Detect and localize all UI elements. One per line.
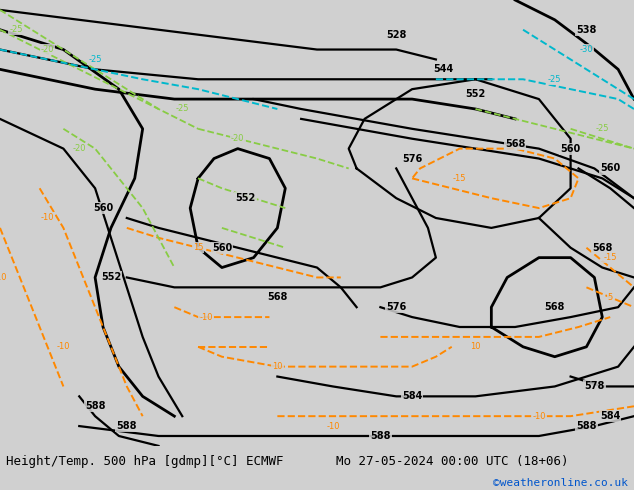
Text: 578: 578: [584, 381, 605, 392]
Text: 588: 588: [117, 421, 137, 431]
Text: 568: 568: [545, 302, 565, 312]
Text: 588: 588: [370, 431, 391, 441]
Text: ©weatheronline.co.uk: ©weatheronline.co.uk: [493, 478, 628, 489]
Text: -15: -15: [604, 253, 617, 262]
Text: 552: 552: [101, 272, 121, 282]
Text: 15: 15: [193, 243, 204, 252]
Text: 560: 560: [600, 164, 620, 173]
Text: 528: 528: [386, 30, 406, 40]
Text: 568: 568: [592, 243, 612, 253]
Text: 576: 576: [402, 153, 422, 164]
Text: 584: 584: [600, 411, 621, 421]
Text: -20: -20: [231, 134, 245, 143]
Text: 538: 538: [576, 24, 597, 35]
Text: 584: 584: [402, 392, 422, 401]
Text: 560: 560: [560, 144, 581, 154]
Text: -10: -10: [56, 343, 70, 351]
Text: -10: -10: [0, 273, 7, 282]
Text: -25: -25: [548, 75, 562, 84]
Text: -10: -10: [199, 313, 213, 321]
Text: 544: 544: [434, 64, 454, 74]
Text: -25: -25: [9, 25, 23, 34]
Text: -10: -10: [326, 421, 340, 431]
Text: 588: 588: [85, 401, 105, 411]
Text: 552: 552: [236, 193, 256, 203]
Text: 588: 588: [576, 421, 597, 431]
Text: 10: 10: [470, 343, 481, 351]
Text: -20: -20: [41, 45, 55, 54]
Text: -10: -10: [41, 214, 55, 222]
Text: Height/Temp. 500 hPa [gdmp][°C] ECMWF: Height/Temp. 500 hPa [gdmp][°C] ECMWF: [6, 455, 284, 468]
Text: 5: 5: [607, 293, 613, 302]
Text: -25: -25: [176, 104, 189, 114]
Text: -25: -25: [595, 124, 609, 133]
Text: -25: -25: [88, 55, 102, 64]
Text: 568: 568: [267, 292, 288, 302]
Text: -15: -15: [453, 174, 467, 183]
Text: 560: 560: [212, 243, 232, 253]
Text: -30: -30: [579, 45, 593, 54]
Text: -10: -10: [532, 412, 546, 421]
Text: 10: 10: [272, 362, 283, 371]
Text: 568: 568: [505, 139, 526, 148]
Text: 576: 576: [386, 302, 406, 312]
Text: Mo 27-05-2024 00:00 UTC (18+06): Mo 27-05-2024 00:00 UTC (18+06): [336, 455, 569, 468]
Text: 560: 560: [93, 203, 113, 213]
Text: 552: 552: [465, 89, 486, 99]
Text: -20: -20: [72, 144, 86, 153]
